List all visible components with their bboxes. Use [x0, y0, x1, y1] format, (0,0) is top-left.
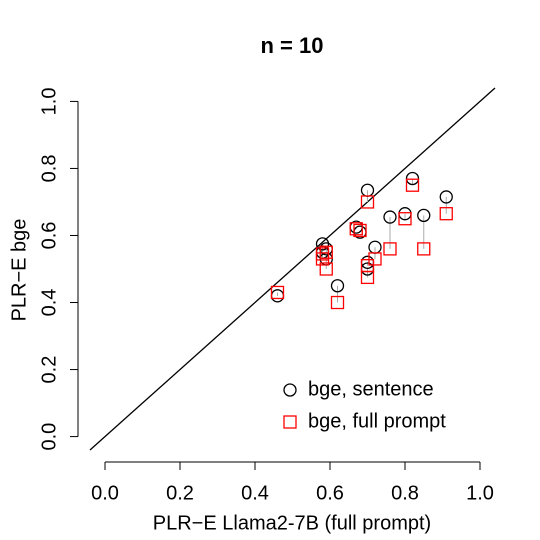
point [417, 208, 431, 223]
point [330, 295, 345, 310]
point [319, 245, 333, 259]
point [417, 242, 431, 256]
x-tick-label: 0.8 [391, 482, 419, 504]
y-tick-label: 0.0 [38, 423, 60, 451]
point [360, 258, 375, 273]
y-tick-label: 0.4 [38, 289, 60, 317]
x-tick-label: 0.0 [91, 482, 119, 504]
x-tick-label: 0.4 [241, 482, 269, 504]
y-tick-label: 1.0 [38, 88, 60, 116]
legend-label: bge, sentence [308, 378, 434, 400]
point [353, 223, 367, 238]
x-tick-label: 0.6 [316, 482, 344, 504]
point [405, 178, 420, 192]
y-tick-label: 0.6 [38, 222, 60, 250]
point [360, 195, 375, 209]
point [439, 207, 453, 221]
legend-marker [283, 415, 297, 429]
point [398, 212, 412, 226]
y-axis-label: PLR−E bge [8, 219, 30, 322]
point [383, 242, 397, 256]
x-tick-label: 1.0 [466, 482, 494, 504]
point [315, 252, 330, 266]
y-tick-label: 0.2 [38, 356, 60, 384]
y-tick-label: 0.8 [38, 155, 60, 183]
legend-marker [283, 383, 297, 397]
legend-label: bge, full prompt [308, 410, 446, 432]
point [368, 252, 382, 266]
point [319, 262, 333, 276]
point [349, 222, 363, 236]
x-tick-label: 0.2 [166, 482, 194, 504]
identity-line [89, 87, 496, 451]
point [383, 210, 397, 224]
point [270, 285, 285, 300]
chart-title: n = 10 [261, 33, 324, 58]
x-axis-label: PLR−E Llama2-7B (full prompt) [153, 512, 431, 534]
point [330, 279, 345, 293]
point [439, 190, 453, 204]
point [405, 171, 420, 186]
